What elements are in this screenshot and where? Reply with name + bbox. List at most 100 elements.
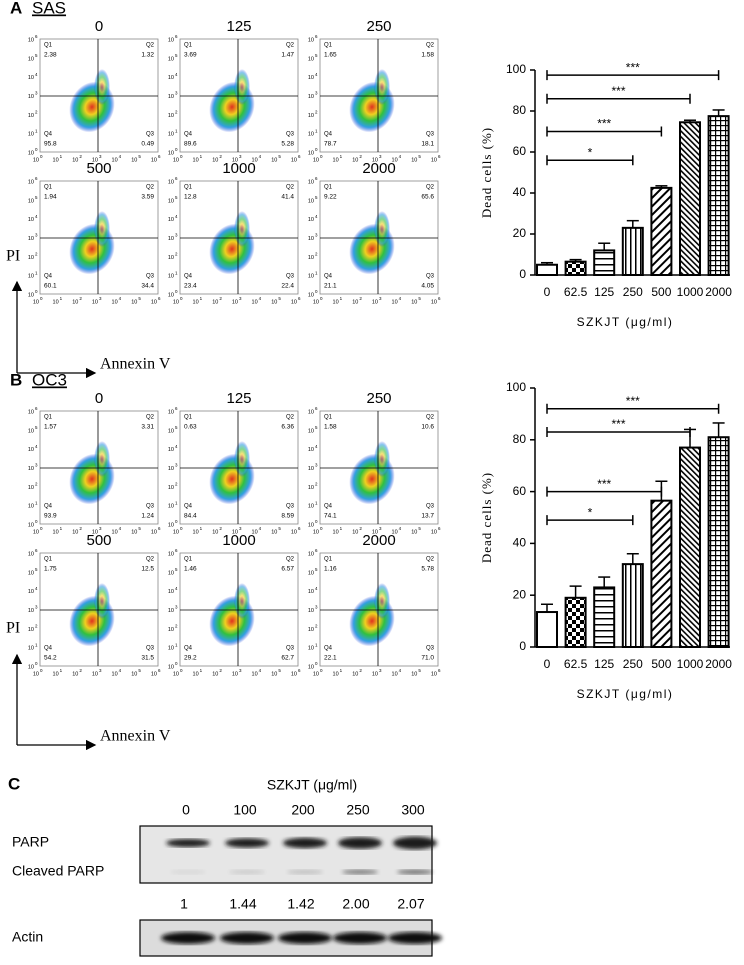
tick-exponent: 5	[315, 425, 318, 430]
tick-exponent: 2	[79, 668, 82, 673]
quadrant-name: Q2	[426, 43, 435, 49]
tick-base: 10	[28, 589, 34, 595]
tick-base: 10	[112, 157, 118, 163]
tick-base: 10	[212, 299, 218, 305]
tick-exponent: 6	[35, 548, 38, 553]
bar	[536, 263, 558, 276]
x-tick-label: 2000	[705, 285, 732, 299]
x-tick-label: 125	[594, 285, 614, 299]
cell-cloud	[234, 583, 250, 619]
tick-base: 10	[308, 608, 314, 614]
y-tick-label: 100	[506, 380, 526, 394]
tick-exponent: 0	[180, 296, 183, 301]
tick-base: 10	[168, 179, 174, 185]
quadrant-name: Q3	[286, 132, 295, 138]
tick-base: 10	[28, 447, 34, 453]
band	[220, 932, 274, 944]
tick-exponent: 3	[35, 463, 38, 468]
x-tick-label: 62.5	[564, 657, 588, 671]
tick-base: 10	[28, 292, 34, 298]
band	[338, 837, 382, 849]
tick-exponent: 1	[175, 500, 178, 505]
tick-base: 10	[168, 113, 174, 119]
tick-base: 10	[28, 485, 34, 491]
tick-base: 10	[151, 671, 157, 677]
tick-exponent: 5	[35, 425, 38, 430]
tick-exponent: 4	[175, 586, 178, 591]
tick-exponent: 0	[175, 661, 178, 666]
tick-exponent: 0	[40, 296, 43, 301]
band-label: Actin	[12, 929, 43, 945]
tick-exponent: 6	[35, 406, 38, 411]
tick-base: 10	[53, 529, 59, 535]
tick-base: 10	[308, 255, 314, 261]
quadrant-value: 65.6	[421, 194, 434, 201]
tick-base: 10	[308, 570, 314, 576]
tick-exponent: 2	[219, 668, 222, 673]
tick-base: 10	[431, 529, 437, 535]
tick-exponent: 6	[158, 296, 161, 301]
bar	[621, 226, 644, 277]
tick-exponent: 3	[35, 233, 38, 238]
cell-line: OC3	[32, 370, 67, 389]
quadrant-value: 8.59	[281, 513, 294, 520]
tick-exponent: 2	[35, 624, 38, 629]
quadrant-value: 95.8	[44, 141, 57, 148]
tick-base: 10	[173, 671, 179, 677]
x-axis-label: Annexin V	[100, 728, 171, 745]
tick-base: 10	[232, 157, 238, 163]
tick-exponent: 4	[315, 214, 318, 219]
tick-base: 10	[308, 664, 314, 670]
tick-exponent: 6	[438, 668, 441, 673]
tick-base: 10	[28, 504, 34, 510]
band-ratio: 2.00	[342, 896, 369, 912]
tick-exponent: 2	[219, 154, 222, 159]
tick-exponent: 5	[138, 154, 141, 159]
tick-exponent: 3	[35, 605, 38, 610]
lane-dose: 250	[346, 802, 370, 818]
quadrant-name: Q1	[44, 43, 53, 49]
tick-exponent: 3	[379, 668, 382, 673]
tick-base: 10	[372, 529, 378, 535]
tick-exponent: 2	[315, 482, 318, 487]
cell-cloud	[234, 441, 250, 477]
x-tick-label: 0	[544, 657, 551, 671]
significance-label: *	[588, 145, 593, 159]
tick-exponent: 2	[359, 526, 362, 531]
tick-base: 10	[28, 428, 34, 434]
quadrant-value: 1.58	[324, 424, 337, 431]
quadrant-name: Q1	[184, 185, 193, 191]
tick-base: 10	[308, 236, 314, 242]
quadrant-value: 1.47	[281, 52, 294, 59]
tick-base: 10	[308, 447, 314, 453]
quadrant-value: 74.1	[324, 513, 337, 520]
tick-base: 10	[352, 157, 358, 163]
significance-label: *	[588, 505, 593, 519]
tick-exponent: 1	[315, 270, 318, 275]
cell-line: SAS	[32, 0, 66, 17]
quadrant-name: Q3	[426, 274, 435, 280]
tick-base: 10	[28, 570, 34, 576]
quadrant-value: 1.16	[324, 566, 337, 573]
significance-label: ***	[611, 84, 625, 98]
x-tick-label: 1000	[677, 285, 704, 299]
quadrant-value: 34.4	[141, 283, 154, 290]
significance-label: ***	[597, 477, 611, 491]
tick-base: 10	[308, 551, 314, 557]
tick-base: 10	[168, 522, 174, 528]
tick-exponent: 1	[35, 128, 38, 133]
bar	[593, 249, 616, 276]
bar	[679, 446, 701, 648]
tick-exponent: 3	[315, 233, 318, 238]
tick-base: 10	[313, 671, 319, 677]
tick-base: 10	[28, 466, 34, 472]
quadrant-name: Q1	[184, 415, 193, 421]
significance-bracket	[546, 427, 691, 438]
tick-base: 10	[112, 299, 118, 305]
bar	[564, 596, 587, 648]
quadrant-value: 13.7	[421, 513, 434, 520]
tick-exponent: 6	[35, 176, 38, 181]
y-tick-label: 100	[506, 62, 526, 76]
plot-title: 250	[366, 390, 391, 407]
tick-exponent: 4	[175, 72, 178, 77]
